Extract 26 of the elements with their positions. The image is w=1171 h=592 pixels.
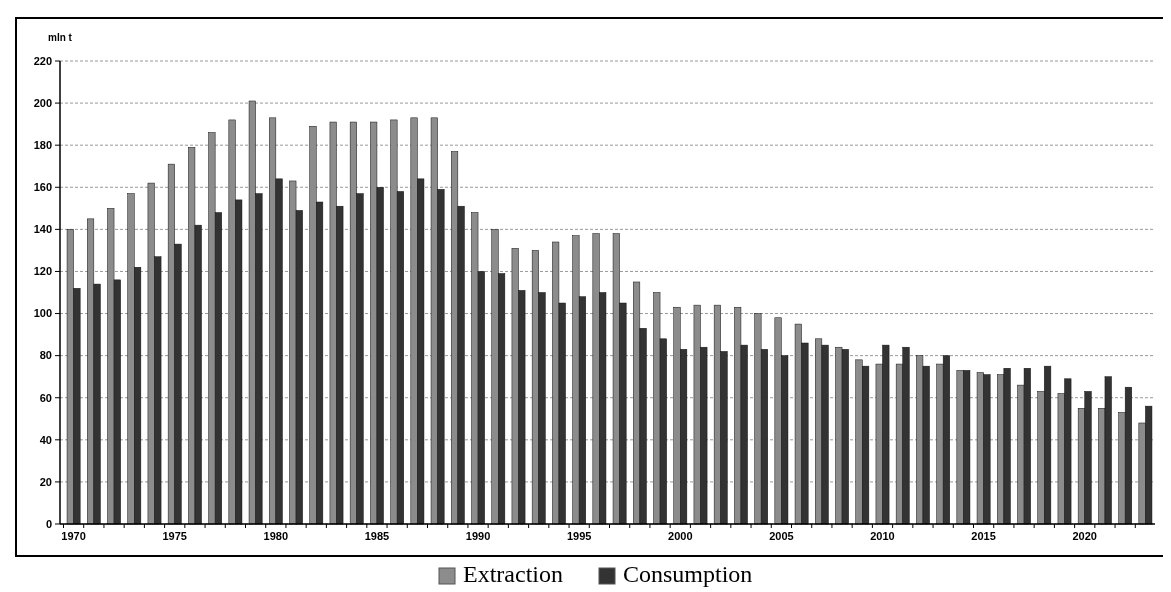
x-tick-label: 1980 [263,530,289,542]
x-tick-label: 1975 [162,530,187,542]
y-tick-label: 20 [39,475,52,488]
y-tick-label: 120 [33,265,52,278]
x-tick-label: 2000 [668,530,693,542]
y-tick-label: 100 [33,307,52,320]
x-tick-label: 1995 [566,530,592,542]
y-tick-label: 80 [39,349,52,362]
x-tick-label: 1970 [61,530,86,542]
y-tick-label: 140 [33,223,52,236]
x-tick-label: 2005 [769,530,794,542]
x-tick-label: 2010 [870,530,895,542]
y-tick-label: 220 [33,54,52,67]
y-tick-label: 40 [39,433,52,446]
y-axis-title: mln t [48,32,73,43]
x-tick-label: 2020 [1072,530,1097,542]
legend-label: Consumption [623,561,753,587]
y-tick-label: 60 [39,391,52,404]
y-tick-label: 200 [33,96,52,109]
legend-label: Extraction [463,561,563,587]
y-tick-label: 180 [33,139,52,152]
x-tick-label: 1985 [364,530,390,542]
y-tick-label: 160 [33,181,52,194]
x-tick-label: 2015 [971,530,996,542]
y-tick-label: 0 [45,517,52,530]
x-tick-label: 1990 [465,530,491,542]
